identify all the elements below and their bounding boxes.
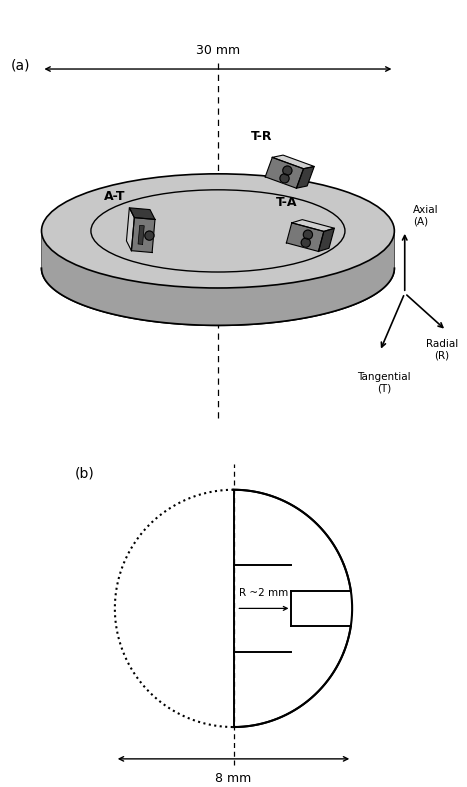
Text: R ~2 mm: R ~2 mm [239, 588, 289, 598]
Circle shape [283, 166, 292, 176]
Circle shape [145, 231, 154, 240]
Polygon shape [138, 225, 144, 245]
Polygon shape [292, 220, 334, 231]
Polygon shape [127, 208, 134, 251]
Text: 30 mm: 30 mm [196, 43, 240, 57]
Polygon shape [42, 174, 394, 288]
Text: Radial
(R): Radial (R) [426, 339, 458, 360]
Text: A-T: A-T [104, 190, 125, 203]
Polygon shape [129, 208, 155, 220]
Text: Axial
(A): Axial (A) [413, 205, 439, 227]
Polygon shape [265, 157, 304, 188]
Polygon shape [272, 155, 314, 168]
Polygon shape [286, 223, 324, 252]
Circle shape [301, 238, 311, 247]
Text: (a): (a) [10, 59, 30, 72]
Circle shape [280, 174, 289, 183]
Polygon shape [318, 228, 334, 252]
Text: T-R: T-R [251, 130, 273, 142]
Polygon shape [42, 231, 394, 325]
Polygon shape [297, 167, 314, 188]
Text: 8 mm: 8 mm [215, 772, 252, 785]
Text: (b): (b) [74, 467, 94, 481]
Circle shape [304, 230, 312, 239]
Text: Tangential
(T): Tangential (T) [357, 372, 411, 394]
Text: T-A: T-A [276, 196, 297, 209]
Polygon shape [131, 218, 155, 253]
